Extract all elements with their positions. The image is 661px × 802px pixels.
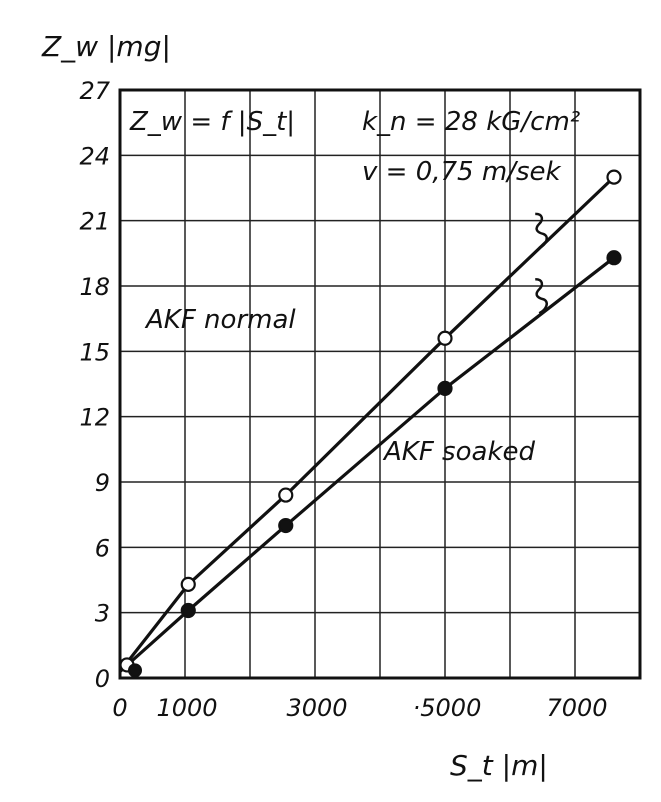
y-tick-label: 9 bbox=[95, 469, 110, 497]
y-tick-label: 12 bbox=[79, 404, 110, 432]
series-line-normal bbox=[118, 175, 616, 673]
x-tick-label: 7000 bbox=[546, 694, 607, 722]
y-tick-label: 6 bbox=[95, 534, 110, 562]
data-point bbox=[278, 517, 294, 534]
data-point bbox=[606, 169, 622, 185]
data-point bbox=[437, 380, 453, 396]
x-tick-label: 3000 bbox=[286, 694, 347, 722]
x-tick-label: ·5000 bbox=[413, 694, 482, 722]
y-tick-label: 24 bbox=[79, 142, 110, 170]
x-tick-labels: 0 1000 3000 ·5000 7000 bbox=[112, 694, 607, 722]
data-point bbox=[606, 250, 622, 266]
y-tick-label: 3 bbox=[95, 600, 110, 628]
series-group bbox=[118, 169, 622, 678]
series-label-soaked: AKF soaked bbox=[382, 437, 535, 467]
speed-annotation: v = 0,75 m/sek bbox=[362, 157, 561, 187]
y-tick-label: 0 bbox=[95, 665, 110, 693]
data-point bbox=[437, 330, 453, 346]
data-point bbox=[278, 487, 294, 503]
x-tick-label: 0 bbox=[112, 694, 127, 722]
series-label-normal: AKF normal bbox=[144, 305, 296, 335]
data-point bbox=[180, 602, 196, 619]
x-axis-label: S_t |m| bbox=[450, 749, 548, 782]
x-tick-label: 1000 bbox=[156, 694, 217, 722]
data-point bbox=[128, 663, 142, 678]
y-tick-label: 18 bbox=[79, 273, 110, 301]
load-annotation: k_n = 28 kG/cm² bbox=[362, 107, 580, 137]
y-tick-label: 27 bbox=[79, 77, 110, 105]
y-tick-labels: 0 3 6 9 12 15 18 21 24 27 bbox=[79, 77, 110, 693]
scatter-band-marker bbox=[535, 212, 548, 250]
scatter-band-marker bbox=[535, 277, 548, 315]
formula-annotation: Z_w = f |S_t| bbox=[129, 107, 295, 137]
plot-frame bbox=[118, 88, 642, 680]
y-axis-label: Z_w |mg| bbox=[41, 30, 171, 63]
y-tick-label: 21 bbox=[79, 208, 110, 236]
data-point bbox=[180, 576, 196, 592]
y-tick-label: 15 bbox=[79, 338, 110, 366]
